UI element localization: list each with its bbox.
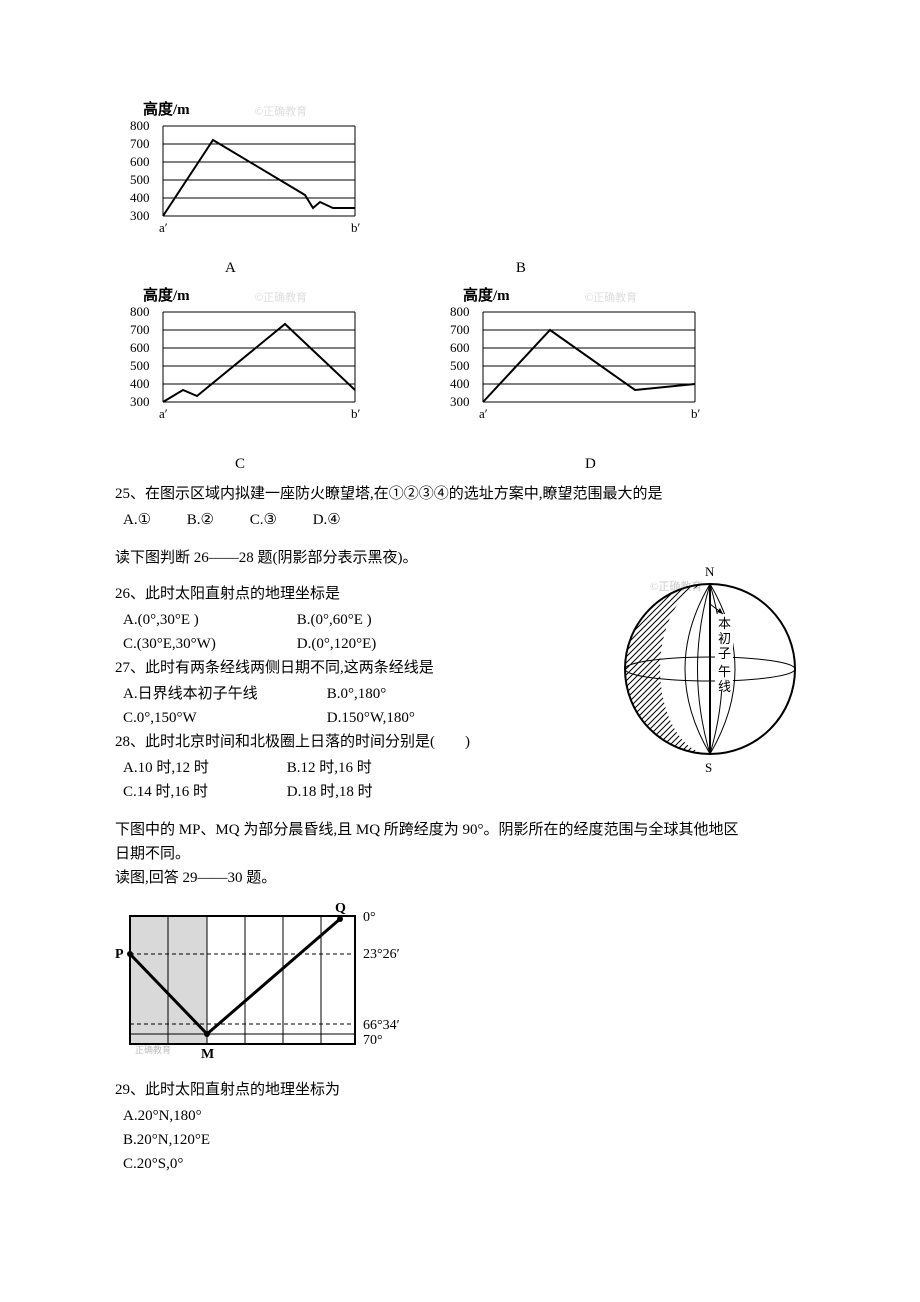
chart-a-ylabel: 高度/m bbox=[143, 100, 190, 118]
svg-text:400: 400 bbox=[130, 376, 150, 391]
globe-s: S bbox=[705, 760, 712, 775]
svg-text:700: 700 bbox=[450, 322, 470, 337]
q28-a: A.10 时,12 时 bbox=[123, 756, 283, 780]
svg-text:初: 初 bbox=[718, 631, 731, 646]
label-q: Q bbox=[335, 901, 346, 916]
globe-section: N ©正确教育 本 初 子 午 线 bbox=[115, 582, 805, 804]
terminator-svg: Q P M 0° 23°26′ 66°34′ 70° 正确教育 bbox=[115, 894, 425, 1064]
svg-text:800: 800 bbox=[130, 304, 150, 319]
svg-text:300: 300 bbox=[130, 208, 150, 223]
q26-d: D.(0°,120°E) bbox=[297, 636, 376, 652]
watermark: ©正确教育 bbox=[585, 290, 637, 308]
q27-d: D.150°W,180° bbox=[327, 710, 415, 726]
chart-d: ©正确教育 高度/m 800 700 600 500 400 300 bbox=[435, 286, 715, 434]
svg-text:子: 子 bbox=[718, 646, 731, 661]
q25-d: D.④ bbox=[313, 512, 341, 528]
q25-a: A.① bbox=[123, 512, 151, 528]
intro-29-30-l2: 日期不同。 bbox=[115, 842, 805, 866]
chart-c: ©正确教育 高度/m 800 700 600 500 400 300 bbox=[115, 286, 375, 434]
q25-b: B.② bbox=[187, 512, 214, 528]
svg-text:a′: a′ bbox=[479, 406, 488, 421]
q25-text: 25、在图示区域内拟建一座防火瞭望塔,在①②③④的选址方案中,瞭望范围最大的是 bbox=[115, 482, 805, 506]
q29-b: B.20°N,120°E bbox=[123, 1128, 805, 1152]
chart-a-line bbox=[163, 140, 355, 216]
q28-c: C.14 时,16 时 bbox=[123, 780, 283, 804]
chart-row-cd: ©正确教育 高度/m 800 700 600 500 400 300 bbox=[115, 286, 805, 434]
svg-text:午: 午 bbox=[718, 664, 731, 679]
label-d: D bbox=[585, 452, 596, 476]
chart-c-line bbox=[163, 324, 355, 402]
label-row-cd: C D bbox=[115, 452, 805, 476]
svg-text:700: 700 bbox=[130, 136, 150, 151]
svg-text:本: 本 bbox=[718, 616, 731, 631]
q26-b: B.(0°,60°E ) bbox=[297, 612, 372, 628]
label-p: P bbox=[115, 947, 124, 962]
svg-text:600: 600 bbox=[130, 154, 150, 169]
svg-text:400: 400 bbox=[450, 376, 470, 391]
terminator-figure: Q P M 0° 23°26′ 66°34′ 70° 正确教育 bbox=[115, 894, 805, 1072]
q27-a: A.日界线本初子午线 bbox=[123, 682, 323, 706]
intro-29-30-l3: 读图,回答 29——30 题。 bbox=[115, 866, 805, 890]
lat-70: 70° bbox=[363, 1033, 383, 1048]
svg-text:300: 300 bbox=[450, 394, 470, 409]
svg-text:400: 400 bbox=[130, 190, 150, 205]
intro-29-30-l1: 下图中的 MP、MQ 为部分晨昏线,且 MQ 所跨经度为 90°。阴影所在的经度… bbox=[115, 818, 805, 842]
svg-text:600: 600 bbox=[450, 340, 470, 355]
label-m: M bbox=[201, 1047, 214, 1062]
lat-66: 66°34′ bbox=[363, 1018, 400, 1033]
svg-text:700: 700 bbox=[130, 322, 150, 337]
q26-a: A.(0°,30°E ) bbox=[123, 608, 293, 632]
globe-figure: N ©正确教育 本 初 子 午 线 bbox=[605, 564, 825, 792]
q26-c: C.(30°E,30°W) bbox=[123, 632, 293, 656]
svg-text:600: 600 bbox=[130, 340, 150, 355]
watermark: ©正确教育 bbox=[255, 104, 307, 122]
globe-n: N bbox=[705, 564, 715, 579]
q28-b: B.12 时,16 时 bbox=[287, 760, 372, 776]
svg-text:高度/m: 高度/m bbox=[143, 286, 190, 304]
svg-text:b′: b′ bbox=[351, 406, 361, 421]
svg-text:高度/m: 高度/m bbox=[463, 286, 510, 304]
svg-text:500: 500 bbox=[130, 358, 150, 373]
label-b: B bbox=[516, 256, 526, 280]
meridian-label: 本 初 子 午 线 bbox=[715, 614, 733, 694]
chart-c-svg: 高度/m 800 700 600 500 400 300 a′ b bbox=[115, 286, 375, 426]
svg-text:800: 800 bbox=[130, 118, 150, 133]
q29-c: C.20°S,0° bbox=[123, 1152, 805, 1176]
label-a: A bbox=[225, 256, 236, 280]
svg-text:300: 300 bbox=[130, 394, 150, 409]
watermark-small: 正确教育 bbox=[135, 1044, 171, 1055]
chart-d-svg: 高度/m 800 700 600 500 400 300 a′ b bbox=[435, 286, 715, 426]
q29-a: A.20°N,180° bbox=[123, 1104, 805, 1128]
globe-svg: N ©正确教育 本 初 子 午 线 bbox=[605, 564, 825, 784]
svg-text:a′: a′ bbox=[159, 406, 168, 421]
svg-text:线: 线 bbox=[718, 679, 731, 694]
q27-c: C.0°,150°W bbox=[123, 706, 323, 730]
q28-d: D.18 时,18 时 bbox=[287, 784, 373, 800]
watermark: ©正确教育 bbox=[255, 290, 307, 308]
q25-options: A.① B.② C.③ D.④ bbox=[123, 508, 805, 532]
line-mq bbox=[207, 919, 340, 1034]
svg-text:500: 500 bbox=[450, 358, 470, 373]
label-c: C bbox=[235, 452, 245, 476]
label-row-ab: A B bbox=[115, 256, 805, 280]
chart-a: ©正确教育 高度/m 800 700 600 500 400 300 bbox=[115, 100, 375, 248]
svg-text:a′: a′ bbox=[159, 220, 168, 235]
svg-text:500: 500 bbox=[130, 172, 150, 187]
q25-c: C.③ bbox=[250, 512, 277, 528]
lat-0: 0° bbox=[363, 910, 376, 925]
svg-text:800: 800 bbox=[450, 304, 470, 319]
q29-text: 29、此时太阳直射点的地理坐标为 bbox=[115, 1078, 805, 1102]
lat-23: 23°26′ bbox=[363, 947, 400, 962]
chart-a-svg: 高度/m 800 700 600 500 400 300 bbox=[115, 100, 375, 240]
chart-row-top: ©正确教育 高度/m 800 700 600 500 400 300 bbox=[115, 100, 805, 248]
svg-text:b′: b′ bbox=[351, 220, 361, 235]
svg-text:b′: b′ bbox=[691, 406, 701, 421]
q27-b: B.0°,180° bbox=[327, 686, 387, 702]
